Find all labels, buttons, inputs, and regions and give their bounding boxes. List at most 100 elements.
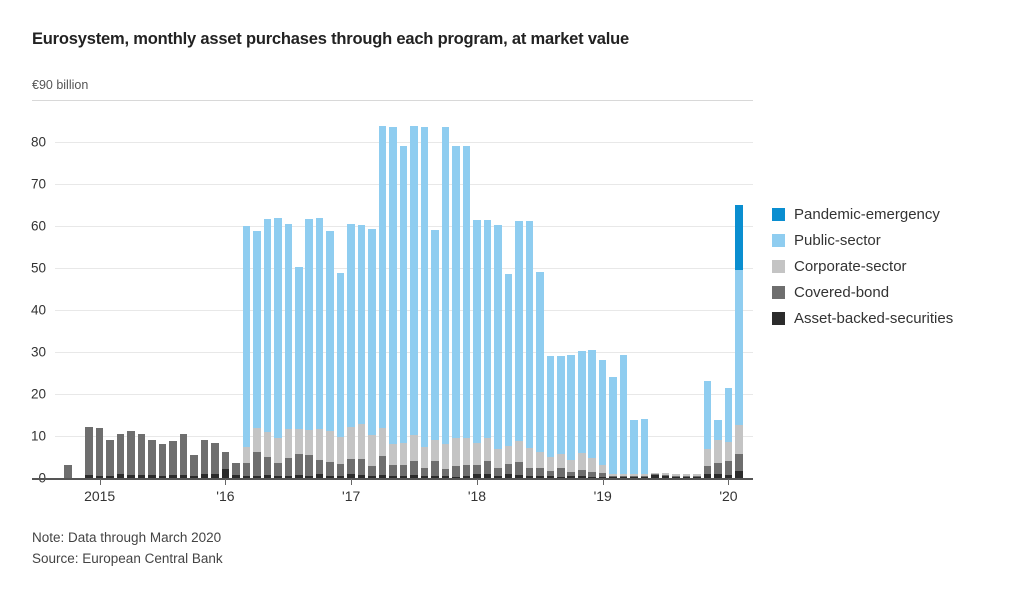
bar-column (368, 228, 376, 478)
bar-segment-asset-backed-securities (431, 476, 439, 478)
bar-segment-asset-backed-securities (211, 473, 219, 478)
bar-column (326, 230, 334, 478)
bar-segment-asset-backed-securities (127, 475, 135, 478)
bar-segment-asset-backed-securities (577, 476, 586, 478)
bar-segment-public-sector (420, 126, 429, 447)
bar-segment-asset-backed-securities (242, 475, 251, 478)
bar-column (682, 474, 691, 478)
bar-segment-corporate-sector (703, 448, 712, 466)
bar-column (410, 126, 418, 478)
gridline-80: 80 (31, 135, 753, 150)
x-axis-tick-label: '16 (216, 488, 235, 504)
bar-segment-asset-backed-securities (326, 475, 334, 478)
bar-segment-asset-backed-securities (116, 474, 125, 478)
bar-segment-corporate-sector (347, 426, 355, 460)
bar-segment-public-sector (494, 225, 502, 449)
bar-segment-covered-bond (242, 462, 251, 476)
bar-segment-public-sector (295, 266, 303, 430)
bar-segment-corporate-sector (420, 446, 429, 468)
legend-item[interactable]: Pandemic-emergency (772, 205, 1012, 224)
x-axis-tick-label: 2015 (84, 488, 116, 504)
bar-column (399, 146, 408, 478)
bar-segment-corporate-sector (441, 444, 450, 470)
bar-segment-covered-bond (441, 469, 450, 476)
bar-segment-corporate-sector (619, 474, 628, 476)
bar-segment-covered-bond (211, 442, 219, 474)
bar-segment-asset-backed-securities (619, 476, 628, 478)
legend-item-label: Pandemic-emergency (794, 206, 940, 223)
x-axis-tick-mark (99, 479, 101, 485)
bar-segment-covered-bond (410, 461, 418, 476)
y-axis-tick-label: 80 (30, 134, 46, 150)
bar-segment-asset-backed-securities (557, 476, 565, 478)
bar-column (588, 350, 596, 478)
bar-segment-corporate-sector (462, 437, 471, 465)
bar-segment-corporate-sector (567, 459, 576, 473)
bar-segment-covered-bond (483, 460, 492, 474)
bar-segment-corporate-sector (326, 430, 334, 463)
bar-segment-corporate-sector (410, 434, 418, 462)
bar-segment-covered-bond (546, 471, 555, 477)
bar-segment-corporate-sector (588, 457, 596, 473)
bar-segment-public-sector (546, 356, 555, 457)
bar-segment-asset-backed-securities (735, 471, 743, 478)
bar-segment-public-sector (630, 419, 638, 475)
bar-segment-asset-backed-securities (179, 474, 188, 478)
bar-segment-public-sector (284, 224, 293, 429)
bar-segment-asset-backed-securities (661, 475, 670, 478)
legend-item[interactable]: Covered-bond (772, 283, 1012, 302)
bar-segment-corporate-sector (452, 438, 460, 466)
bar-segment-asset-backed-securities (389, 475, 397, 478)
bar-segment-asset-backed-securities (410, 475, 418, 478)
y-axis-tick-label: 70 (30, 176, 46, 192)
bar-column (200, 439, 209, 478)
bar-segment-covered-bond (399, 465, 408, 477)
bar-column (232, 463, 240, 478)
bar-segment-covered-bond (588, 472, 596, 477)
bar-column (483, 219, 492, 478)
bar-segment-public-sector (253, 231, 261, 429)
legend-item[interactable]: Corporate-sector (772, 257, 1012, 276)
x-axis-tick-label: '18 (467, 488, 487, 504)
bar-segment-asset-backed-securities (536, 475, 544, 478)
y-axis-unit-label: €90 billion (32, 78, 89, 92)
bar-segment-corporate-sector (242, 446, 251, 463)
bar-segment-corporate-sector (263, 432, 272, 458)
legend-item[interactable]: Public-sector (772, 231, 1012, 250)
bar-segment-public-sector (399, 146, 408, 443)
bar-segment-public-sector (347, 223, 355, 427)
bar-segment-covered-bond (127, 430, 135, 476)
bar-segment-public-sector (515, 220, 523, 441)
bar-segment-covered-bond (95, 428, 104, 477)
bar-segment-corporate-sector (504, 445, 513, 465)
bar-segment-covered-bond (295, 454, 303, 476)
bar-column (735, 205, 743, 478)
bar-column (567, 355, 576, 478)
bar-column (504, 273, 513, 478)
legend-item[interactable]: Asset-backed-securities (772, 309, 1012, 328)
bar-segment-public-sector (378, 126, 387, 429)
bar-column (148, 439, 156, 478)
bar-segment-asset-backed-securities (546, 476, 555, 478)
bar-segment-asset-backed-securities (462, 475, 471, 478)
x-axis-baseline (32, 478, 753, 480)
bar-column (389, 126, 397, 478)
bar-segment-covered-bond (672, 475, 680, 477)
plot-area: 01020304050607080 2015'16'17'18'19'20 (31, 100, 753, 504)
bar-segment-public-sector (462, 146, 471, 438)
bar-segment-covered-bond (651, 474, 659, 476)
bar-segment-public-sector (619, 355, 628, 475)
bar-segment-covered-bond (714, 463, 722, 474)
bar-segment-covered-bond (190, 455, 198, 476)
bar-segment-covered-bond (116, 433, 125, 475)
bar-segment-corporate-sector (473, 443, 481, 465)
bar-segment-covered-bond (640, 475, 649, 477)
bar-segment-corporate-sector (284, 428, 293, 458)
x-axis-tick-mark (351, 479, 353, 485)
bar-column (64, 464, 72, 478)
bar-column (714, 420, 722, 478)
bar-segment-asset-backed-securities (315, 474, 324, 478)
bar-segment-public-sector (567, 355, 576, 460)
bar-column (347, 223, 355, 478)
bar-segment-covered-bond (630, 475, 638, 477)
